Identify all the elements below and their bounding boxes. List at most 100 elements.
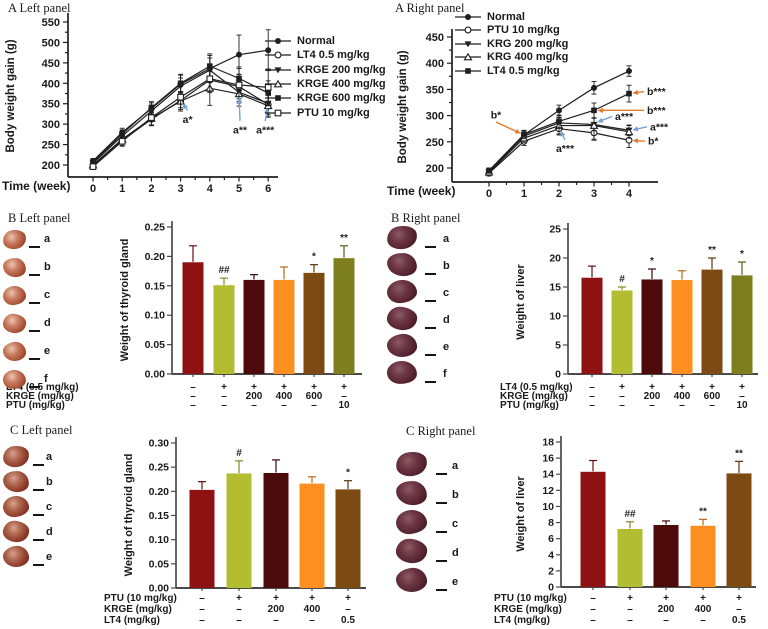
annotation-arrowhead: [632, 138, 639, 144]
y-tick-label: 250: [42, 140, 60, 152]
panel-b-right: 0 5 10 15 20 25 Weight of liver # * ** * LT4 (0.5 m…: [384, 210, 768, 420]
treatment-cell: 10: [338, 400, 350, 411]
organ-photo: [2, 369, 27, 390]
x-tick-label: 2: [556, 188, 562, 200]
treatment-cell: –: [709, 400, 715, 411]
organ-item: c: [2, 495, 73, 521]
y-axis-label: Weight of thyroid gland: [123, 454, 135, 577]
bar: [726, 473, 752, 587]
scale-bar: [33, 539, 44, 541]
organ-letter: e: [46, 551, 53, 563]
y-tick-label: 0.25: [149, 462, 170, 474]
organ-item: f: [2, 369, 73, 398]
treatment-cell: –: [236, 604, 242, 615]
organ-letter: b: [443, 260, 450, 272]
y-tick-label: 0: [548, 582, 554, 594]
treatment-row-label: PTU (mg/kg): [500, 400, 559, 411]
treatment-cell: +: [309, 593, 315, 604]
chart-legend: Normal PTU 10 mg/kg KRG 200 mg/kg KRG 400 m…: [454, 10, 568, 78]
y-tick-label: 500: [42, 37, 60, 49]
bar: [581, 277, 603, 374]
y-tick-label: 0.15: [145, 280, 166, 292]
y-tick-label: 350: [42, 99, 60, 111]
organ-item: b: [2, 257, 73, 286]
legend-item: Normal: [264, 34, 386, 48]
treatment-cell: +: [221, 382, 227, 393]
scale-bar: [29, 274, 40, 276]
x-tick-label: 3: [178, 183, 184, 195]
annotation-arrowhead: [632, 126, 639, 132]
legend-label: PTU 10 mg/kg: [487, 24, 560, 37]
y-tick-label: 0.00: [145, 369, 166, 381]
treatment-cell: –: [345, 604, 351, 615]
organ-photo: [2, 469, 30, 494]
treatment-cell: –: [190, 400, 196, 411]
treatment-cell: –: [700, 615, 706, 626]
organ-photo: [386, 360, 418, 385]
x-tick-label: 1: [119, 183, 125, 195]
annotation-label: a**: [233, 124, 248, 136]
bar: [182, 262, 204, 374]
panel-title: A Right panel: [395, 1, 465, 15]
y-tick-label: 0.25: [145, 222, 166, 234]
x-tick-label: 4: [207, 183, 214, 195]
y-tick-label: 18: [542, 437, 554, 449]
legend-marker-icon: [455, 67, 481, 74]
organ-item: e: [395, 566, 466, 597]
significance-mark: *: [312, 252, 316, 263]
treatment-row-label: KRGE (mg/kg): [104, 604, 172, 615]
y-tick-label: 0.20: [149, 486, 170, 498]
organ-item: d: [394, 536, 466, 568]
treatment-cell: +: [236, 593, 242, 604]
x-tick-label: 0: [90, 183, 96, 195]
annotation-arrowhead: [560, 130, 566, 137]
organ-photo: [394, 536, 429, 566]
y-tick-label: 12: [542, 485, 554, 497]
chart-legend: Normal LT4 0.5 mg/kg KRGE 200 mg/kg KRGE 40…: [264, 34, 386, 120]
organ-item: a: [385, 224, 457, 253]
annotation-arrowhead: [597, 107, 603, 113]
organ-photo: [386, 251, 418, 278]
y-tick-label: 200: [426, 163, 444, 175]
organ-item: a: [1, 228, 73, 258]
legend-item: KRG 200 mg/kg: [454, 37, 568, 51]
treatment-row-label: KRGE (mg/kg): [6, 391, 74, 402]
bar: [617, 529, 643, 587]
y-tick-label: 25: [549, 224, 561, 236]
y-axis-label: Body weight gain (g): [5, 39, 17, 152]
organ-photo: [385, 305, 419, 332]
organ-photo: [386, 332, 418, 359]
treatment-cell: +: [311, 382, 317, 393]
legend-label: Normal: [487, 10, 525, 23]
panel-title: C Left panel: [10, 423, 73, 437]
axes: [167, 221, 362, 377]
organ-letter: b: [452, 489, 459, 501]
organ-item: f: [386, 360, 457, 388]
annotation-label: b*: [648, 136, 659, 148]
legend-item: Normal: [454, 10, 568, 24]
bar: [226, 473, 252, 588]
organ-item: a: [1, 444, 73, 471]
y-tick-label: 0.30: [149, 438, 170, 450]
significance-mark: *: [346, 468, 350, 479]
y-tick-label: 15: [549, 282, 561, 294]
treatment-cell: 400: [674, 391, 691, 402]
legend-marker-icon: [455, 13, 481, 20]
treatment-cell: –: [221, 391, 227, 402]
panel-b-left: 0.00 0.05 0.10 0.15 0.20 0.25 Weight of thyroi…: [0, 210, 384, 420]
treatment-cell: –: [679, 400, 685, 411]
treatment-cell: –: [190, 391, 196, 402]
annotation-label: a***: [615, 111, 634, 123]
bar: [243, 279, 265, 374]
legend-label: KRGE 200 mg/kg: [297, 63, 386, 76]
y-tick-label: 16: [542, 453, 554, 465]
legend-label: Normal: [297, 35, 335, 48]
legend-label: KRGE 600 mg/kg: [297, 92, 386, 105]
treatment-cell: –: [199, 604, 205, 615]
scale-bar: [425, 327, 436, 329]
legend-label: PTU 10 mg/kg: [297, 106, 370, 119]
annotation-arrowhead: [514, 128, 521, 134]
y-tick-label: 0.20: [145, 251, 166, 263]
treatment-row-label: KRGE (mg/kg): [494, 604, 562, 615]
